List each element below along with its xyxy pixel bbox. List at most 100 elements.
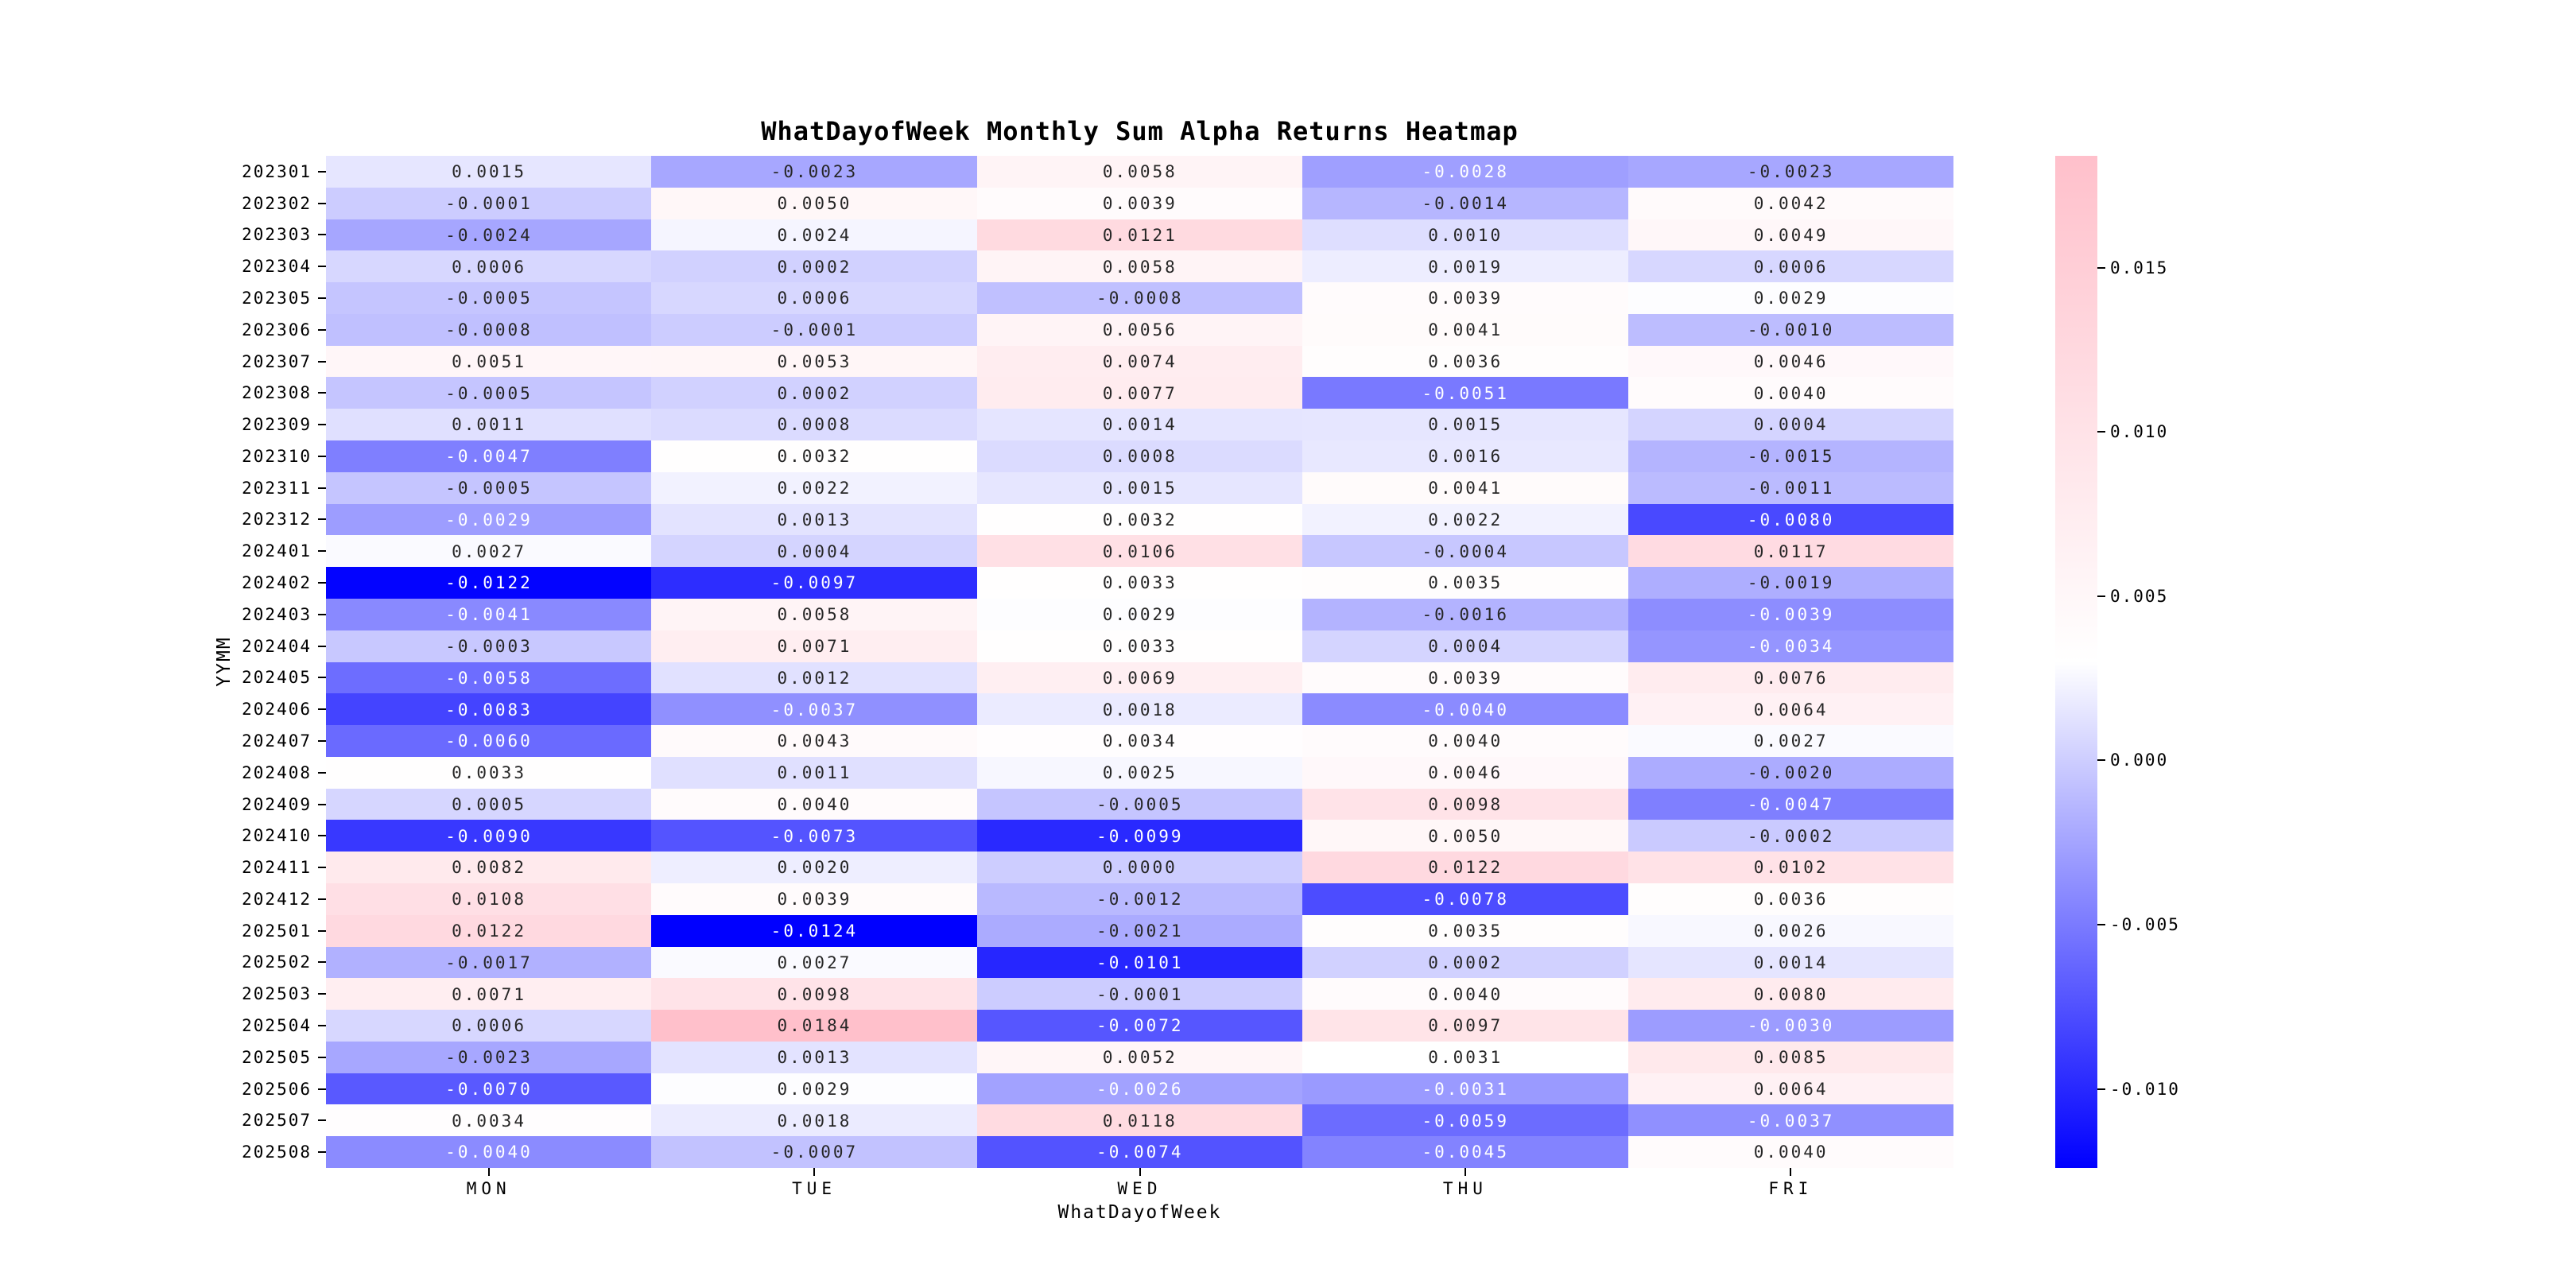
colorbar-tick-label: -0.010	[2110, 1079, 2180, 1099]
y-tick-mark	[318, 170, 326, 173]
y-tick-mark	[318, 708, 326, 711]
heatmap-cell: 0.0013	[651, 1041, 978, 1074]
cell-value: 0.0006	[452, 1016, 526, 1036]
cell-value: -0.0028	[1422, 162, 1509, 182]
y-tick-mark	[318, 234, 326, 236]
y-tick-label: 202305	[242, 289, 312, 308]
cell-value: 0.0040	[1428, 731, 1503, 751]
heatmap-cell: -0.0023	[1627, 156, 1953, 188]
heatmap-cell: 0.0121	[976, 219, 1303, 252]
cell-value: -0.0097	[770, 573, 859, 593]
heatmap-cell: -0.0039	[1627, 598, 1953, 631]
heatmap-cell: 0.0004	[1302, 630, 1629, 663]
heatmap-cell: 0.0033	[976, 567, 1303, 599]
heatmap-cell: -0.0083	[326, 693, 653, 726]
heatmap-cell: -0.0017	[326, 946, 653, 979]
heatmap-cell: 0.0040	[1302, 725, 1629, 758]
cell-value: 0.0018	[1102, 700, 1177, 720]
cell-value: 0.0004	[1753, 415, 1829, 435]
colorbar-tick-label: 0.005	[2110, 586, 2169, 606]
heatmap-cell: 0.0034	[976, 725, 1303, 758]
cell-value: -0.0047	[1747, 794, 1835, 814]
x-tick-label: TUE	[792, 1179, 837, 1198]
cell-value: -0.0010	[1747, 320, 1835, 340]
heatmap-cell: -0.0028	[1302, 156, 1629, 188]
cell-value: 0.0043	[777, 731, 852, 751]
cell-value: 0.0040	[1753, 1143, 1829, 1162]
heatmap-cell: 0.0117	[1627, 535, 1953, 568]
colorbar-tick-mark	[2097, 924, 2105, 926]
heatmap-cell: 0.0036	[1302, 345, 1629, 378]
y-tick-label: 202406	[242, 700, 312, 720]
heatmap-cell: -0.0016	[1302, 598, 1629, 631]
cell-value: 0.0058	[777, 605, 852, 625]
heatmap-cell: 0.0015	[976, 471, 1303, 505]
heatmap-cell: -0.0059	[1302, 1104, 1629, 1137]
heatmap-cell: -0.0011	[1627, 471, 1953, 505]
heatmap-cell: 0.0085	[1627, 1041, 1953, 1074]
cell-value: 0.0080	[1753, 984, 1829, 1004]
cell-value: 0.0025	[1102, 763, 1177, 783]
y-tick-label: 202303	[242, 225, 312, 245]
heatmap-cell: -0.0021	[976, 914, 1303, 948]
cell-value: 0.0032	[777, 447, 852, 467]
y-tick-mark	[318, 266, 326, 268]
y-tick-label: 202405	[242, 668, 312, 688]
heatmap-cell: 0.0006	[651, 282, 978, 315]
x-tick-mark	[487, 1168, 490, 1176]
heatmap-cell: 0.0050	[1302, 820, 1629, 852]
heatmap-cell: 0.0076	[1627, 661, 1953, 694]
heatmap-cell: 0.0032	[651, 440, 978, 473]
cell-value: 0.0029	[1102, 605, 1177, 625]
x-tick-mark	[1139, 1168, 1141, 1176]
cell-value: -0.0059	[1422, 1111, 1509, 1131]
heatmap-cell: 0.0027	[651, 946, 978, 979]
cell-value: 0.0085	[1753, 1048, 1829, 1068]
heatmap-cell: 0.0029	[1627, 282, 1953, 315]
heatmap-cell: 0.0046	[1302, 756, 1629, 789]
heatmap-cell: -0.0001	[651, 313, 978, 347]
cell-value: 0.0011	[777, 763, 852, 783]
heatmap-cell: -0.0124	[651, 914, 978, 948]
heatmap-cell: -0.0010	[1627, 313, 1953, 347]
cell-value: 0.0102	[1753, 858, 1829, 878]
heatmap-cell: -0.0012	[976, 883, 1303, 916]
cell-value: -0.0002	[1747, 826, 1835, 846]
cell-value: 0.0122	[1428, 858, 1503, 878]
y-tick-mark	[318, 487, 326, 489]
heatmap-cell: 0.0029	[976, 598, 1303, 631]
cell-value: 0.0014	[1102, 415, 1177, 435]
cell-value: 0.0039	[1428, 668, 1503, 688]
y-tick-label: 202310	[242, 446, 312, 466]
heatmap-cell: 0.0042	[1627, 187, 1953, 220]
heatmap-cell: 0.0018	[976, 693, 1303, 726]
y-tick-mark	[318, 518, 326, 521]
heatmap-cell: -0.0073	[651, 820, 978, 852]
cell-value: -0.0040	[445, 1143, 533, 1162]
y-tick-mark	[318, 392, 326, 394]
cell-value: 0.0039	[1428, 289, 1503, 308]
heatmap-cell: -0.0041	[326, 598, 653, 631]
cell-value: 0.0050	[777, 194, 852, 214]
y-tick-mark	[318, 613, 326, 615]
heatmap-cell: -0.0047	[326, 440, 653, 473]
y-tick-label: 202407	[242, 731, 312, 751]
cell-value: 0.0098	[1428, 794, 1503, 814]
heatmap-cell: -0.0040	[326, 1136, 653, 1168]
heatmap-plot-area: 0.0015 -0.0023 0.0058 -0.0028 -0.0023 -0.0001…	[326, 156, 1953, 1168]
cell-value: 0.0077	[1102, 383, 1177, 403]
cell-value: 0.0027	[777, 952, 852, 972]
colorbar-tick-mark	[2097, 266, 2105, 269]
heatmap-cell: 0.0052	[976, 1041, 1303, 1074]
y-tick-mark	[318, 328, 326, 331]
cell-value: -0.0122	[445, 573, 533, 593]
cell-value: -0.0045	[1422, 1143, 1509, 1162]
heatmap-cell: -0.0051	[1302, 377, 1629, 409]
cell-value: 0.0052	[1102, 1048, 1177, 1068]
heatmap-cell: -0.0037	[651, 693, 978, 726]
x-tick-mark	[1790, 1168, 1792, 1176]
heatmap-cell: 0.0022	[1302, 503, 1629, 537]
heatmap-cell: -0.0007	[651, 1136, 978, 1168]
cell-value: -0.0016	[1422, 605, 1509, 625]
heatmap-cell: 0.0077	[976, 377, 1303, 409]
